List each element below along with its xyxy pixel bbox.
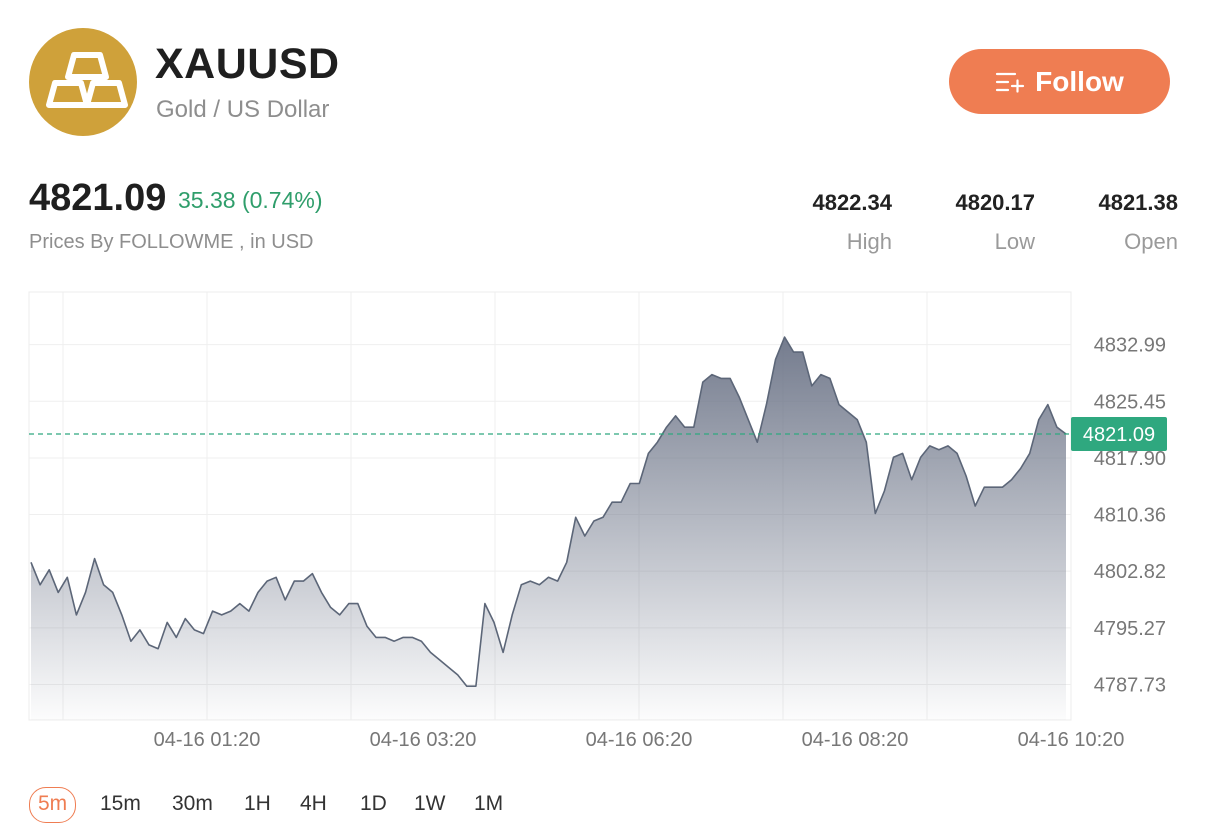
current-price-tag: 4821.09 xyxy=(1071,416,1167,451)
y-tick-label: 4817.90 xyxy=(1094,448,1166,470)
timeframe-5m[interactable]: 5m xyxy=(29,787,77,823)
instrument-name: Gold / US Dollar xyxy=(156,96,330,123)
price-change: 35.38 (0.74%) xyxy=(178,187,323,213)
y-tick-label: 4832.99 xyxy=(1094,335,1166,357)
price-chart[interactable]: 4832.99 4825.45 4817.90 4810.36 4802.82 4795.… xyxy=(0,285,1206,760)
y-tick-label: 4802.82 xyxy=(1094,561,1166,583)
x-tick-label: 04-16 08:20 xyxy=(802,729,909,751)
x-tick-label: 04-16 03:20 xyxy=(370,729,477,751)
follow-button[interactable]: Follow xyxy=(949,49,1170,114)
price-area xyxy=(31,337,1066,720)
current-price-tag-label: 4821.09 xyxy=(1083,424,1155,446)
low-label: Low xyxy=(994,229,1035,254)
y-tick-label: 4795.27 xyxy=(1094,618,1166,640)
timeframe-30m[interactable]: 30m xyxy=(172,792,213,815)
gold-bars-logo xyxy=(29,28,137,136)
y-axis-labels: 4832.99 4825.45 4817.90 4810.36 4802.82 4795.… xyxy=(1094,335,1166,697)
follow-label: Follow xyxy=(1035,65,1124,97)
y-tick-label: 4825.45 xyxy=(1094,391,1166,413)
x-tick-label: 04-16 10:20 xyxy=(1018,729,1125,751)
timeframe-15m[interactable]: 15m xyxy=(100,792,141,815)
high-value: 4822.34 xyxy=(812,190,892,215)
timeframe-1w[interactable]: 1W xyxy=(414,792,446,815)
price-line xyxy=(30,336,1067,687)
timeframe-1d[interactable]: 1D xyxy=(360,792,387,815)
symbol-title: XAUUSD xyxy=(155,40,340,88)
x-axis-labels: 04-16 01:20 04-16 03:20 04-16 06:20 04-16 0… xyxy=(154,729,1125,751)
gold-bars-icon xyxy=(46,52,128,108)
low-value: 4820.17 xyxy=(955,190,1035,215)
x-tick-label: 04-16 01:20 xyxy=(154,729,261,751)
add-list-icon xyxy=(996,72,1025,93)
x-tick-label: 04-16 06:20 xyxy=(586,729,693,751)
timeframe-1h[interactable]: 1H xyxy=(244,792,271,815)
price-source-note: Prices By FOLLOWME , in USD xyxy=(29,231,314,253)
timeframe-4h[interactable]: 4H xyxy=(300,792,327,815)
timeframe-1m[interactable]: 1M xyxy=(474,792,504,815)
current-price: 4821.09 xyxy=(29,177,167,219)
open-value: 4821.38 xyxy=(1098,190,1178,215)
high-label: High xyxy=(846,229,892,254)
y-tick-label: 4810.36 xyxy=(1094,505,1166,527)
open-label: Open xyxy=(1124,229,1178,254)
y-tick-label: 4787.73 xyxy=(1094,674,1166,696)
